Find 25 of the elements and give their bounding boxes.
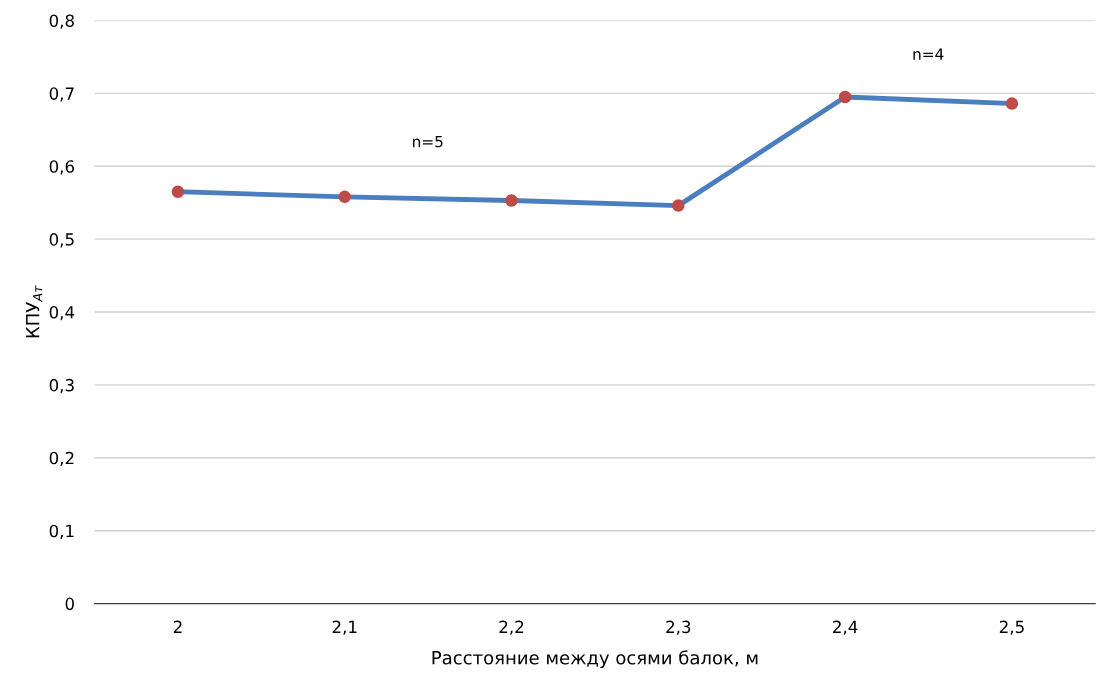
y-tick-label: 0,5 — [49, 233, 74, 248]
y-tick-label: 0,7 — [49, 87, 74, 102]
point — [338, 190, 351, 204]
y-tick-label: 0,1 — [49, 524, 74, 539]
x-tick-label: 2,5 — [999, 620, 1024, 635]
y-tick-label: 0,6 — [49, 160, 75, 175]
x-tick-label: 2,2 — [499, 620, 524, 635]
y-tick-label: 0,8 — [49, 14, 74, 29]
point — [1005, 97, 1019, 110]
x-axis-title: Расстояние между осями балок, м — [432, 650, 758, 669]
y-tick-label: 0,2 — [49, 451, 74, 467]
y-axis-title: КПУ$_{Ат}$ — [26, 285, 43, 338]
annotation: n=5 — [413, 135, 443, 148]
annotation: n=4 — [913, 48, 944, 60]
point — [672, 199, 685, 212]
y-tick-label: 0 — [65, 597, 74, 611]
x-tick-label: 2 — [173, 620, 182, 633]
point — [838, 90, 852, 104]
point — [171, 185, 185, 198]
x-tick-label: 2,1 — [332, 620, 357, 635]
y-tick-label: 0,4 — [49, 305, 75, 321]
point — [505, 194, 518, 207]
x-tick-label: 2,3 — [666, 620, 691, 635]
y-tick-label: 0,3 — [49, 378, 74, 394]
x-tick-label: 2,4 — [833, 620, 858, 635]
